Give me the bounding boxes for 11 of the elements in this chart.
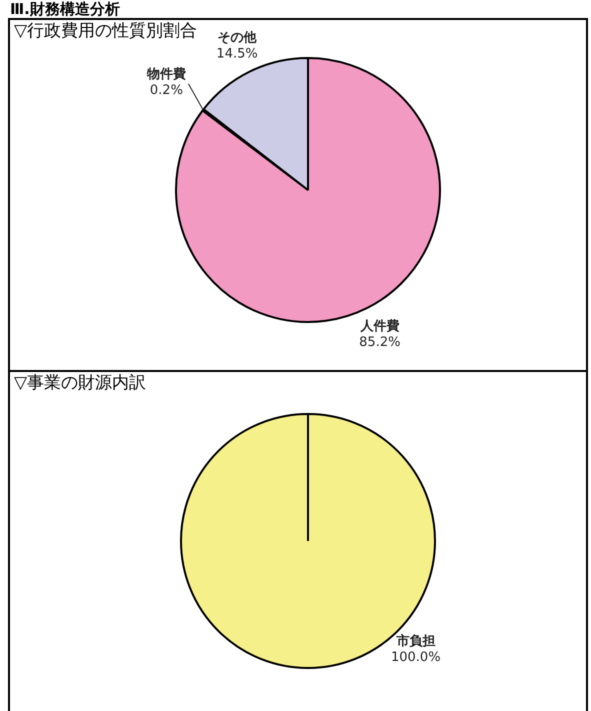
text: Ⅲ.財務構造分析 (10, 0, 120, 18)
slice-label: 市負担 (395, 632, 436, 649)
slice-label: 人件費 (359, 319, 400, 334)
slice-label: 物件費 (146, 66, 186, 82)
chart-title: ▽事業の財源内訳 (14, 373, 146, 393)
chart-title: ▽行政費用の性質別割合 (14, 21, 198, 41)
data-label: 0.2% (150, 82, 183, 98)
data-label: 14.5% (216, 46, 258, 62)
data-label: 100.0% (390, 650, 441, 665)
slice-label: その他 (218, 30, 258, 46)
data-label: 85.2% (359, 335, 400, 350)
